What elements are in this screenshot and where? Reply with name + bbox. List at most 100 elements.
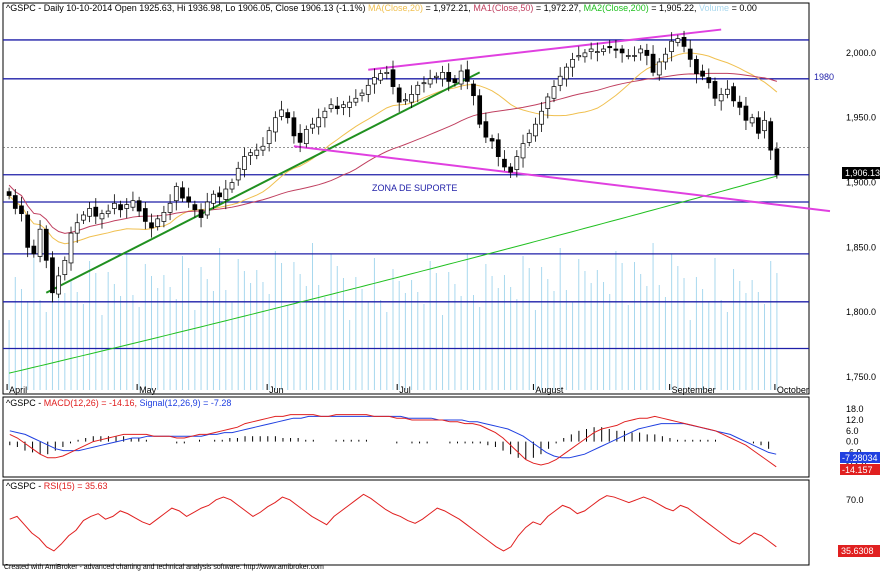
candle-body (186, 196, 192, 203)
rsi-panel-frame (2, 479, 810, 566)
candle-body (310, 123, 315, 129)
candle-body (149, 222, 154, 229)
main-header: ^GSPC - Daily 10-10-2014 Open 1925.63, H… (6, 3, 757, 13)
volume-legend: Volume (699, 3, 729, 13)
candle-body (625, 55, 631, 57)
candle-body (551, 86, 557, 99)
rsi-header: ^GSPC - RSI(15) = 35.63 (6, 481, 108, 491)
candle-body (142, 208, 148, 222)
candle-body (43, 228, 49, 261)
candle-body (62, 259, 68, 275)
candle-body (526, 132, 532, 143)
candle-body (384, 71, 390, 74)
ma20-legend: MA(Close,20) (368, 3, 423, 13)
candle-body (638, 48, 644, 54)
candle-body (260, 145, 266, 151)
candle-body (539, 110, 544, 125)
candle-body (433, 75, 439, 78)
candle-body (570, 59, 575, 68)
ma50-legend-value: = 1,972.27, (536, 3, 581, 13)
macd-tick-label: 12.0 (846, 415, 864, 425)
candle-body (415, 84, 421, 95)
y-tick-label: 1,750.0 (846, 372, 876, 382)
candle-body (266, 130, 272, 145)
volume-legend-value: = 0.00 (732, 3, 757, 13)
candle-body (173, 186, 179, 202)
x-tick-label: May (139, 385, 157, 395)
x-tick-label: Jun (269, 385, 284, 395)
candle-body (403, 99, 408, 102)
candle-body (464, 69, 470, 82)
candle-body (669, 40, 674, 52)
x-tick-label: October (777, 385, 809, 395)
candle-body (161, 212, 167, 222)
support-zone-label: ZONA DE SUPORTE (372, 183, 457, 193)
candle-body (458, 70, 464, 85)
candle-body (632, 55, 637, 57)
candle-body (37, 228, 43, 257)
candle-body (557, 75, 563, 86)
macd-tick-label: -12.0 (846, 458, 867, 468)
candle-body (155, 218, 161, 227)
candle-body (700, 70, 705, 77)
ma50-line (8, 72, 778, 234)
candle-body (328, 104, 334, 109)
candle-body (502, 158, 507, 168)
candle-body (495, 139, 501, 157)
magenta-upper-trend-line (368, 28, 722, 71)
candle-body (755, 117, 761, 134)
candle-body (112, 202, 117, 209)
candle-body (223, 188, 229, 200)
candle-body (725, 88, 730, 95)
candle-body (774, 148, 780, 176)
macd-box-value: -14.157 (842, 465, 873, 475)
candle-body (341, 104, 346, 108)
candle-body (118, 204, 123, 211)
candle-body (396, 87, 402, 103)
candle-body (297, 132, 303, 143)
candle-body (582, 52, 588, 58)
candle-body (768, 121, 774, 151)
x-tick-label: April (9, 385, 27, 395)
moving-averages (8, 52, 778, 374)
ma200-legend: MA2(Close,200) (584, 3, 649, 13)
candle-body (31, 245, 37, 255)
candle-body (50, 257, 55, 294)
rsi-header-prefix: ^GSPC - (6, 481, 44, 491)
macd-panel-frame (2, 396, 810, 478)
candle-body (19, 205, 24, 215)
candle-body (56, 275, 61, 295)
candle-body (409, 94, 414, 103)
macd-header-prefix: ^GSPC - (6, 398, 44, 408)
candle-body (68, 232, 74, 264)
candle-body (743, 105, 749, 121)
footer-credit: Created with AmiBroker - advanced charti… (4, 564, 324, 571)
signal-line (9, 415, 777, 459)
candle-body (229, 182, 235, 190)
candle-body (601, 48, 606, 52)
y-tick-label: 1,800.0 (846, 307, 876, 317)
candle-body (93, 206, 99, 217)
candle-body (675, 38, 681, 43)
candle-body (483, 121, 489, 138)
signal-legend: Signal(12,26,9) = -7.28 (140, 398, 232, 408)
candle-body (440, 71, 445, 80)
y-tick-label: 2,000.0 (846, 48, 876, 58)
candle-body (508, 166, 513, 173)
candle-body (130, 200, 136, 208)
candle-body (334, 105, 340, 109)
macd-header: ^GSPC - MACD(12,26) = -14.16, Signal(12,… (6, 398, 231, 408)
ma20-line (8, 52, 778, 245)
x-tick-label: August (535, 385, 564, 395)
axes: 2,000.0 1,950.0 1,900.0 1,850.0 1,800.0 1,750… (6, 48, 876, 395)
magenta-lower-trend-line (293, 145, 831, 213)
candle-body (105, 210, 111, 215)
level-1980-label: 1980 (814, 72, 834, 82)
x-tick-label: Jul (399, 385, 411, 395)
candle-body (273, 117, 278, 133)
candle-body (588, 48, 594, 52)
rsi-series-line (9, 493, 777, 552)
signal-box (840, 452, 880, 463)
candle-body (211, 193, 216, 204)
macd-tick-label: 0.0 (846, 437, 859, 447)
